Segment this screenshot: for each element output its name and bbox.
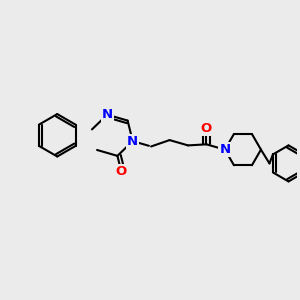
- Text: O: O: [116, 165, 127, 178]
- Text: N: N: [102, 108, 113, 121]
- Text: N: N: [219, 143, 230, 156]
- Text: N: N: [127, 135, 138, 148]
- Text: O: O: [201, 122, 212, 135]
